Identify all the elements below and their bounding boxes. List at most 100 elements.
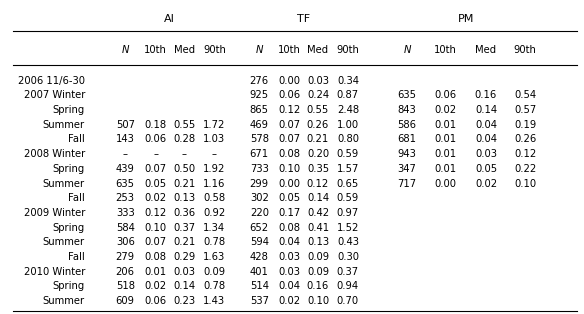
Text: 0.54: 0.54 <box>514 90 536 100</box>
Text: 0.92: 0.92 <box>203 208 225 218</box>
Text: 0.01: 0.01 <box>434 134 457 144</box>
Text: 10th: 10th <box>434 45 457 55</box>
Text: 0.80: 0.80 <box>337 134 359 144</box>
Text: 0.06: 0.06 <box>278 90 300 100</box>
Text: N: N <box>404 45 411 55</box>
Text: 0.03: 0.03 <box>278 252 300 262</box>
Text: 10th: 10th <box>278 45 301 55</box>
Text: 943: 943 <box>398 149 416 159</box>
Text: 0.29: 0.29 <box>173 252 196 262</box>
Text: 0.07: 0.07 <box>145 237 167 247</box>
Text: Summer: Summer <box>43 296 85 306</box>
Text: 0.26: 0.26 <box>514 134 536 144</box>
Text: 0.13: 0.13 <box>173 193 196 203</box>
Text: Spring: Spring <box>53 281 85 291</box>
Text: 518: 518 <box>116 281 135 291</box>
Text: N: N <box>256 45 263 55</box>
Text: 2.48: 2.48 <box>337 105 359 115</box>
Text: Spring: Spring <box>53 223 85 233</box>
Text: 0.12: 0.12 <box>307 179 329 188</box>
Text: 0.08: 0.08 <box>278 223 300 233</box>
Text: 0.16: 0.16 <box>307 281 329 291</box>
Text: 306: 306 <box>116 237 135 247</box>
Text: –: – <box>182 149 187 159</box>
Text: –: – <box>212 149 217 159</box>
Text: 0.19: 0.19 <box>514 120 536 130</box>
Text: 925: 925 <box>250 90 269 100</box>
Text: 652: 652 <box>250 223 269 233</box>
Text: 220: 220 <box>250 208 269 218</box>
Text: 1.00: 1.00 <box>337 120 359 130</box>
Text: 0.57: 0.57 <box>514 105 536 115</box>
Text: 0.00: 0.00 <box>278 179 300 188</box>
Text: 594: 594 <box>250 237 269 247</box>
Text: 507: 507 <box>116 120 135 130</box>
Text: 2006 11/6-30: 2006 11/6-30 <box>18 76 85 86</box>
Text: 0.09: 0.09 <box>203 267 225 277</box>
Text: 90th: 90th <box>514 45 537 55</box>
Text: 0.70: 0.70 <box>337 296 359 306</box>
Text: Spring: Spring <box>53 105 85 115</box>
Text: 0.20: 0.20 <box>307 149 329 159</box>
Text: 0.59: 0.59 <box>337 149 359 159</box>
Text: 0.01: 0.01 <box>434 120 457 130</box>
Text: 0.03: 0.03 <box>278 267 300 277</box>
Text: 0.02: 0.02 <box>145 281 167 291</box>
Text: N: N <box>121 45 129 55</box>
Text: 1.43: 1.43 <box>203 296 225 306</box>
Text: 439: 439 <box>116 164 135 174</box>
Text: 0.03: 0.03 <box>307 76 329 86</box>
Text: 0.34: 0.34 <box>337 76 359 86</box>
Text: 0.01: 0.01 <box>145 267 167 277</box>
Text: 0.41: 0.41 <box>307 223 329 233</box>
Text: 0.10: 0.10 <box>278 164 300 174</box>
Text: 0.08: 0.08 <box>278 149 300 159</box>
Text: 584: 584 <box>116 223 135 233</box>
Text: 609: 609 <box>116 296 135 306</box>
Text: Med: Med <box>174 45 195 55</box>
Text: 0.12: 0.12 <box>278 105 300 115</box>
Text: 0.04: 0.04 <box>278 237 300 247</box>
Text: –: – <box>123 149 128 159</box>
Text: 0.09: 0.09 <box>307 252 329 262</box>
Text: 0.00: 0.00 <box>278 76 300 86</box>
Text: 1.92: 1.92 <box>203 164 225 174</box>
Text: 0.28: 0.28 <box>173 134 196 144</box>
Text: 681: 681 <box>398 134 416 144</box>
Text: 0.59: 0.59 <box>337 193 359 203</box>
Text: 0.21: 0.21 <box>307 134 329 144</box>
Text: 0.06: 0.06 <box>145 296 167 306</box>
Text: 299: 299 <box>250 179 269 188</box>
Text: 0.00: 0.00 <box>434 179 457 188</box>
Text: 865: 865 <box>250 105 269 115</box>
Text: 206: 206 <box>116 267 135 277</box>
Text: 843: 843 <box>398 105 416 115</box>
Text: 0.01: 0.01 <box>434 149 457 159</box>
Text: 0.97: 0.97 <box>337 208 359 218</box>
Text: 0.02: 0.02 <box>475 179 497 188</box>
Text: 0.24: 0.24 <box>307 90 329 100</box>
Text: 90th: 90th <box>336 45 359 55</box>
Text: 90th: 90th <box>203 45 226 55</box>
Text: 0.02: 0.02 <box>278 296 300 306</box>
Text: 1.16: 1.16 <box>203 179 225 188</box>
Text: –: – <box>153 149 158 159</box>
Text: 671: 671 <box>250 149 269 159</box>
Text: 2007 Winter: 2007 Winter <box>23 90 85 100</box>
Text: Summer: Summer <box>43 120 85 130</box>
Text: 0.55: 0.55 <box>173 120 196 130</box>
Text: 1.57: 1.57 <box>337 164 359 174</box>
Text: Med: Med <box>475 45 496 55</box>
Text: 514: 514 <box>250 281 269 291</box>
Text: 0.05: 0.05 <box>145 179 167 188</box>
Text: 0.07: 0.07 <box>278 120 300 130</box>
Text: 0.18: 0.18 <box>145 120 167 130</box>
Text: 0.78: 0.78 <box>203 237 225 247</box>
Text: 0.21: 0.21 <box>173 179 196 188</box>
Text: 0.10: 0.10 <box>514 179 536 188</box>
Text: 1.72: 1.72 <box>203 120 225 130</box>
Text: 0.04: 0.04 <box>278 281 300 291</box>
Text: 0.14: 0.14 <box>475 105 497 115</box>
Text: 333: 333 <box>116 208 134 218</box>
Text: 401: 401 <box>250 267 269 277</box>
